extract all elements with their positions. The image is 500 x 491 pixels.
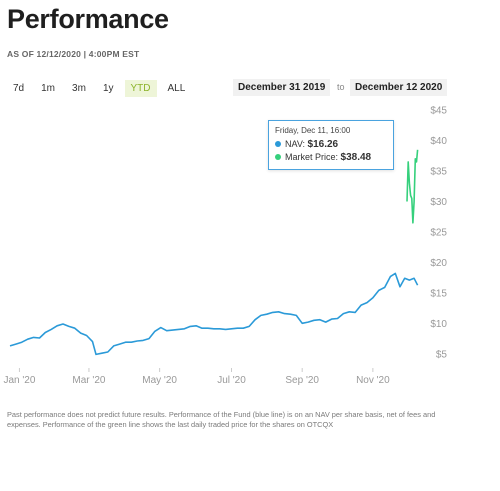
page-title: Performance — [7, 4, 169, 34]
x-tick-label: Mar '20 — [72, 375, 105, 386]
x-tick-label: Jan '20 — [3, 375, 35, 386]
y-tick-label: $5 — [436, 349, 448, 360]
start-date-input[interactable]: December 31 2019 — [233, 79, 331, 96]
end-date-input[interactable]: December 12 2020 — [350, 79, 448, 96]
y-tick-label: $40 — [430, 136, 447, 147]
as-of-timestamp: AS OF 12/12/2020 | 4:00PM EST — [7, 49, 140, 59]
y-tick-label: $25 — [430, 227, 447, 238]
tooltip-date: Friday, Dec 11, 16:00 — [275, 126, 351, 135]
x-tick-label: Sep '20 — [285, 375, 319, 386]
y-tick-label: $20 — [430, 258, 447, 269]
series-line-market-price — [406, 149, 419, 224]
date-range-separator: to — [337, 82, 345, 92]
range-selector: 7d 1m 3m 1y YTD ALL — [7, 80, 196, 97]
range-all-button[interactable]: ALL — [161, 80, 192, 97]
range-ytd-button[interactable]: YTD — [124, 80, 157, 97]
tooltip-market-row: Market Price: $38.48 — [275, 151, 387, 164]
x-tick-label: Jul '20 — [217, 375, 246, 386]
y-tick-label: $45 — [430, 106, 447, 117]
y-tick-label: $35 — [430, 167, 447, 178]
tooltip-nav-row: NAV: $16.26 — [275, 138, 387, 151]
tooltip-market-label: Market Price: — [285, 152, 339, 162]
range-1y-button[interactable]: 1y — [96, 80, 120, 97]
y-tick-label: $10 — [430, 319, 447, 330]
range-3m-button[interactable]: 3m — [66, 80, 92, 97]
tooltip-nav-label: NAV: — [285, 139, 306, 149]
x-axis-ticks: Jan '20 Mar '20 May '20 Jul '20 Sep '20 Nov '… — [3, 368, 390, 386]
range-7d-button[interactable]: 7d — [7, 80, 31, 97]
tooltip-nav-value: $16.26 — [307, 139, 339, 150]
x-tick-label: May '20 — [142, 375, 177, 386]
disclaimer-text: Past performance does not predict future… — [7, 410, 436, 429]
x-tick-label: Nov '20 — [356, 375, 390, 386]
chart-lines — [9, 149, 419, 356]
nav-legend-dot-icon — [275, 141, 281, 147]
market-legend-dot-icon — [275, 154, 281, 160]
tooltip-market-value: $38.48 — [340, 152, 372, 163]
y-tick-label: $15 — [430, 288, 447, 299]
performance-chart[interactable]: Jan '20 Mar '20 May '20 Jul '20 Sep '20 Nov '… — [0, 96, 500, 386]
range-1m-button[interactable]: 1m — [35, 80, 62, 97]
chart-tooltip: Friday, Dec 11, 16:00 NAV: $16.26 Market… — [268, 120, 394, 170]
y-tick-label: $30 — [430, 197, 447, 208]
series-line-nav — [9, 272, 419, 356]
y-axis-ticks: $5 $10 $15 $20 $25 $30 $35 $40 $45 — [430, 106, 447, 361]
